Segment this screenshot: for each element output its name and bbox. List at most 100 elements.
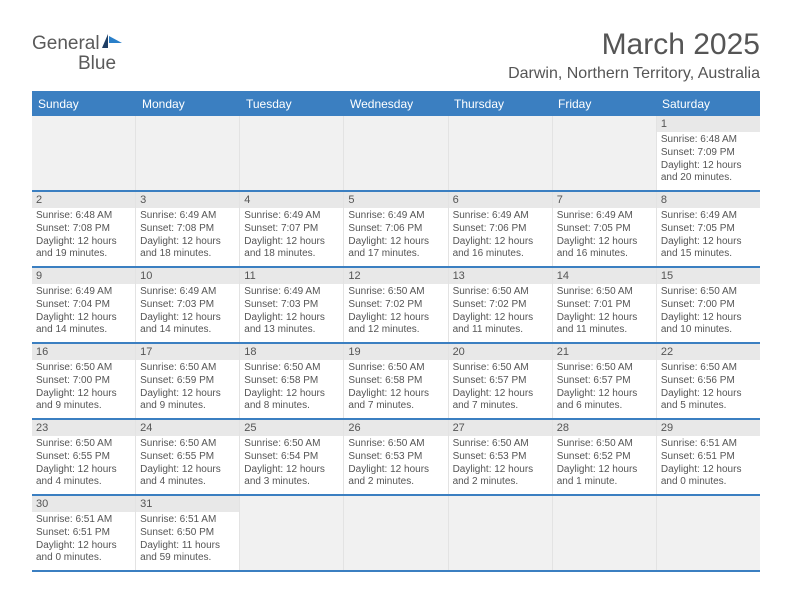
daylight-line2: and 14 minutes. <box>36 324 131 337</box>
day-cell: 6Sunrise: 6:49 AMSunset: 7:06 PMDaylight… <box>449 192 553 266</box>
daylight-line2: and 18 minutes. <box>140 248 235 261</box>
sunrise-text: Sunrise: 6:50 AM <box>36 438 131 451</box>
sunset-text: Sunset: 6:50 PM <box>140 527 235 540</box>
daylight-line2: and 20 minutes. <box>661 172 756 185</box>
day-body: Sunrise: 6:50 AMSunset: 6:52 PMDaylight:… <box>553 436 656 493</box>
sunrise-text: Sunrise: 6:50 AM <box>348 362 443 375</box>
empty-cell <box>32 116 136 190</box>
sunset-text: Sunset: 7:08 PM <box>36 223 131 236</box>
day-number: 1 <box>657 116 760 132</box>
daylight-line2: and 4 minutes. <box>36 476 131 489</box>
daylight-line1: Daylight: 12 hours <box>661 312 756 325</box>
day-number: 24 <box>136 420 239 436</box>
daylight-line1: Daylight: 12 hours <box>557 312 652 325</box>
sunrise-text: Sunrise: 6:50 AM <box>140 362 235 375</box>
calendar: Sunday Monday Tuesday Wednesday Thursday… <box>32 91 760 572</box>
dow-saturday: Saturday <box>656 93 760 116</box>
daylight-line1: Daylight: 12 hours <box>244 312 339 325</box>
daylight-line2: and 5 minutes. <box>661 400 756 413</box>
sunrise-text: Sunrise: 6:50 AM <box>244 362 339 375</box>
day-cell: 7Sunrise: 6:49 AMSunset: 7:05 PMDaylight… <box>553 192 657 266</box>
empty-cell <box>240 496 344 570</box>
dow-tuesday: Tuesday <box>240 93 344 116</box>
daylight-line2: and 13 minutes. <box>244 324 339 337</box>
day-body: Sunrise: 6:49 AMSunset: 7:05 PMDaylight:… <box>553 208 656 265</box>
empty-cell <box>136 116 240 190</box>
calendar-page: General Blue March 2025 Darwin, Northern… <box>0 0 792 572</box>
sunrise-text: Sunrise: 6:49 AM <box>36 286 131 299</box>
day-cell: 30Sunrise: 6:51 AMSunset: 6:51 PMDayligh… <box>32 496 136 570</box>
day-number: 2 <box>32 192 135 208</box>
day-body: Sunrise: 6:50 AMSunset: 6:56 PMDaylight:… <box>657 360 760 417</box>
sunset-text: Sunset: 7:01 PM <box>557 299 652 312</box>
day-cell: 26Sunrise: 6:50 AMSunset: 6:53 PMDayligh… <box>344 420 448 494</box>
day-number: 26 <box>344 420 447 436</box>
day-cell: 16Sunrise: 6:50 AMSunset: 7:00 PMDayligh… <box>32 344 136 418</box>
logo-text-general: General <box>32 33 100 54</box>
sunset-text: Sunset: 6:53 PM <box>453 451 548 464</box>
location-text: Darwin, Northern Territory, Australia <box>508 65 760 83</box>
day-number: 28 <box>553 420 656 436</box>
day-number: 6 <box>449 192 552 208</box>
day-body: Sunrise: 6:49 AMSunset: 7:08 PMDaylight:… <box>136 208 239 265</box>
sunrise-text: Sunrise: 6:50 AM <box>453 286 548 299</box>
day-body: Sunrise: 6:51 AMSunset: 6:51 PMDaylight:… <box>657 436 760 493</box>
daylight-line2: and 17 minutes. <box>348 248 443 261</box>
sunset-text: Sunset: 6:56 PM <box>661 375 756 388</box>
daylight-line1: Daylight: 12 hours <box>244 236 339 249</box>
empty-cell <box>449 496 553 570</box>
sunrise-text: Sunrise: 6:49 AM <box>661 210 756 223</box>
daylight-line1: Daylight: 12 hours <box>36 312 131 325</box>
day-number: 4 <box>240 192 343 208</box>
daylight-line1: Daylight: 12 hours <box>453 388 548 401</box>
daylight-line1: Daylight: 12 hours <box>661 464 756 477</box>
empty-cell <box>240 116 344 190</box>
day-number: 21 <box>553 344 656 360</box>
sunset-text: Sunset: 7:05 PM <box>661 223 756 236</box>
week-row: 30Sunrise: 6:51 AMSunset: 6:51 PMDayligh… <box>32 496 760 572</box>
sunrise-text: Sunrise: 6:50 AM <box>557 362 652 375</box>
day-number: 18 <box>240 344 343 360</box>
dow-friday: Friday <box>552 93 656 116</box>
sunset-text: Sunset: 6:55 PM <box>36 451 131 464</box>
week-row: 9Sunrise: 6:49 AMSunset: 7:04 PMDaylight… <box>32 268 760 344</box>
daylight-line1: Daylight: 12 hours <box>348 464 443 477</box>
day-cell: 9Sunrise: 6:49 AMSunset: 7:04 PMDaylight… <box>32 268 136 342</box>
logo-flag-icon <box>102 34 124 53</box>
daylight-line1: Daylight: 11 hours <box>140 540 235 553</box>
daylight-line1: Daylight: 12 hours <box>453 464 548 477</box>
sunset-text: Sunset: 7:00 PM <box>36 375 131 388</box>
sunrise-text: Sunrise: 6:50 AM <box>661 286 756 299</box>
day-cell: 27Sunrise: 6:50 AMSunset: 6:53 PMDayligh… <box>449 420 553 494</box>
day-body: Sunrise: 6:50 AMSunset: 6:57 PMDaylight:… <box>553 360 656 417</box>
day-body: Sunrise: 6:50 AMSunset: 7:02 PMDaylight:… <box>449 284 552 341</box>
day-body: Sunrise: 6:50 AMSunset: 6:59 PMDaylight:… <box>136 360 239 417</box>
day-body: Sunrise: 6:50 AMSunset: 7:02 PMDaylight:… <box>344 284 447 341</box>
daylight-line2: and 59 minutes. <box>140 552 235 565</box>
day-body: Sunrise: 6:50 AMSunset: 6:55 PMDaylight:… <box>32 436 135 493</box>
day-body: Sunrise: 6:50 AMSunset: 6:55 PMDaylight:… <box>136 436 239 493</box>
day-number: 5 <box>344 192 447 208</box>
day-body: Sunrise: 6:51 AMSunset: 6:50 PMDaylight:… <box>136 512 239 569</box>
sunrise-text: Sunrise: 6:50 AM <box>453 362 548 375</box>
sunset-text: Sunset: 7:03 PM <box>140 299 235 312</box>
day-number: 10 <box>136 268 239 284</box>
day-number: 19 <box>344 344 447 360</box>
week-row: 2Sunrise: 6:48 AMSunset: 7:08 PMDaylight… <box>32 192 760 268</box>
empty-cell <box>553 496 657 570</box>
day-number: 9 <box>32 268 135 284</box>
day-number: 13 <box>449 268 552 284</box>
sunset-text: Sunset: 6:59 PM <box>140 375 235 388</box>
daylight-line1: Daylight: 12 hours <box>661 160 756 173</box>
dow-sunday: Sunday <box>32 93 136 116</box>
daylight-line1: Daylight: 12 hours <box>244 464 339 477</box>
sunrise-text: Sunrise: 6:49 AM <box>453 210 548 223</box>
day-cell: 24Sunrise: 6:50 AMSunset: 6:55 PMDayligh… <box>136 420 240 494</box>
daylight-line2: and 2 minutes. <box>348 476 443 489</box>
sunset-text: Sunset: 7:09 PM <box>661 147 756 160</box>
day-number: 16 <box>32 344 135 360</box>
logo-text: General Blue <box>32 34 124 74</box>
day-number: 12 <box>344 268 447 284</box>
sunrise-text: Sunrise: 6:51 AM <box>36 514 131 527</box>
dow-thursday: Thursday <box>448 93 552 116</box>
